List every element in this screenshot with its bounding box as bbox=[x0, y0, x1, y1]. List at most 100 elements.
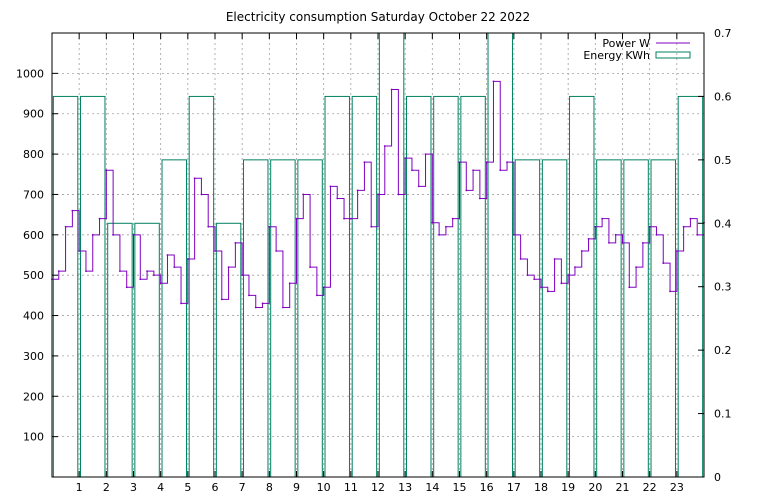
power-point bbox=[139, 278, 142, 281]
power-point bbox=[193, 177, 196, 180]
power-point bbox=[682, 225, 685, 228]
power-point bbox=[254, 306, 257, 309]
power-point bbox=[675, 250, 678, 252]
power-point bbox=[526, 274, 529, 277]
power-point bbox=[132, 233, 135, 236]
x-tick-label: 12 bbox=[371, 481, 385, 494]
x-tick-label: 13 bbox=[398, 481, 412, 494]
power-point bbox=[295, 217, 298, 220]
x-tick-label: 11 bbox=[344, 481, 358, 494]
energy-bar bbox=[569, 95, 595, 478]
x-tick-label: 22 bbox=[643, 481, 657, 494]
y-right-tick-label: 0.6 bbox=[714, 90, 732, 103]
power-point bbox=[540, 286, 542, 289]
power-point bbox=[200, 193, 203, 196]
power-point bbox=[424, 153, 427, 155]
y-left-tick-label: 400 bbox=[23, 310, 44, 323]
power-point bbox=[349, 217, 352, 220]
x-tick-label: 9 bbox=[293, 481, 300, 494]
power-point bbox=[614, 233, 617, 236]
energy-bar bbox=[650, 159, 676, 478]
x-tick-label: 2 bbox=[103, 481, 110, 494]
power-point bbox=[119, 270, 121, 273]
x-tick-label: 1 bbox=[76, 481, 83, 494]
energy-bar bbox=[134, 222, 160, 478]
y-right-tick-label: 0.1 bbox=[714, 408, 732, 421]
power-point bbox=[438, 233, 441, 236]
power-point bbox=[275, 250, 278, 252]
power-point bbox=[485, 161, 488, 164]
power-point bbox=[377, 193, 379, 196]
y-axis-right: 0 0.1 0.2 0.3 0.4 0.5 0.6 0.7 bbox=[698, 27, 732, 484]
chart-title: Electricity consumption Saturday October… bbox=[226, 10, 530, 24]
power-point bbox=[288, 282, 291, 285]
power-point bbox=[220, 298, 223, 301]
power-point bbox=[125, 286, 128, 289]
energy-bar bbox=[596, 159, 622, 478]
energy-bar bbox=[406, 95, 432, 478]
power-point bbox=[329, 185, 332, 188]
power-point bbox=[397, 193, 400, 196]
power-point bbox=[431, 221, 434, 224]
energy-bar bbox=[514, 159, 541, 478]
y-left-tick-label: 1000 bbox=[16, 67, 44, 80]
power-point bbox=[98, 217, 101, 220]
power-point bbox=[472, 169, 474, 172]
y-left-tick-label: 200 bbox=[23, 390, 44, 403]
power-point bbox=[248, 294, 250, 297]
power-point bbox=[268, 225, 271, 228]
x-tick-label: 3 bbox=[130, 481, 137, 494]
x-tick-label: 17 bbox=[507, 481, 521, 494]
power-point bbox=[574, 266, 576, 269]
energy-bar bbox=[460, 95, 486, 478]
power-point bbox=[689, 217, 692, 220]
power-point bbox=[91, 233, 94, 236]
power-point bbox=[227, 266, 230, 269]
power-point bbox=[594, 225, 597, 228]
power-point bbox=[166, 254, 169, 256]
power-point bbox=[478, 197, 481, 200]
power-point bbox=[669, 290, 671, 293]
power-series bbox=[51, 80, 705, 309]
power-point bbox=[641, 241, 644, 244]
power-point bbox=[560, 282, 563, 285]
y-left-tick-label: 100 bbox=[23, 431, 44, 444]
power-point bbox=[465, 189, 468, 192]
y-left-tick-label: 800 bbox=[23, 148, 44, 161]
power-point bbox=[234, 241, 237, 244]
power-point bbox=[207, 225, 210, 228]
legend-label-energy: Energy KWh bbox=[583, 49, 650, 62]
power-point bbox=[411, 169, 413, 172]
power-point bbox=[214, 250, 216, 252]
power-point bbox=[648, 225, 651, 228]
power-point bbox=[78, 250, 81, 252]
power-point bbox=[64, 225, 67, 228]
x-tick-label: 20 bbox=[588, 481, 602, 494]
power-point bbox=[601, 217, 604, 220]
x-tick-label: 14 bbox=[425, 481, 439, 494]
power-point bbox=[370, 225, 373, 228]
power-point bbox=[159, 282, 162, 285]
x-tick-label: 15 bbox=[453, 481, 467, 494]
x-tick-label: 16 bbox=[480, 481, 494, 494]
power-point bbox=[112, 233, 115, 236]
power-point bbox=[608, 241, 610, 244]
power-point bbox=[533, 278, 536, 281]
energy-bar bbox=[623, 159, 649, 478]
x-tick-label: 10 bbox=[317, 481, 331, 494]
power-point bbox=[404, 157, 407, 160]
x-tick-label: 7 bbox=[239, 481, 246, 494]
power-point bbox=[628, 286, 631, 289]
power-point bbox=[241, 274, 244, 277]
power-point bbox=[315, 294, 318, 297]
power-point bbox=[580, 250, 583, 252]
power-point bbox=[499, 169, 502, 172]
legend-label-power: Power W bbox=[602, 37, 650, 50]
energy-bar bbox=[541, 159, 568, 478]
energy-bar bbox=[80, 95, 106, 478]
y-right-tick-label: 0.3 bbox=[714, 281, 732, 294]
energy-bar bbox=[243, 159, 269, 478]
y-right-tick-label: 0.4 bbox=[714, 217, 732, 230]
x-axis: 1 2 3 4 5 6 7 8 9 10 11 12 13 14 15 16 17 18 19 20 21 22 23 bbox=[76, 33, 684, 494]
